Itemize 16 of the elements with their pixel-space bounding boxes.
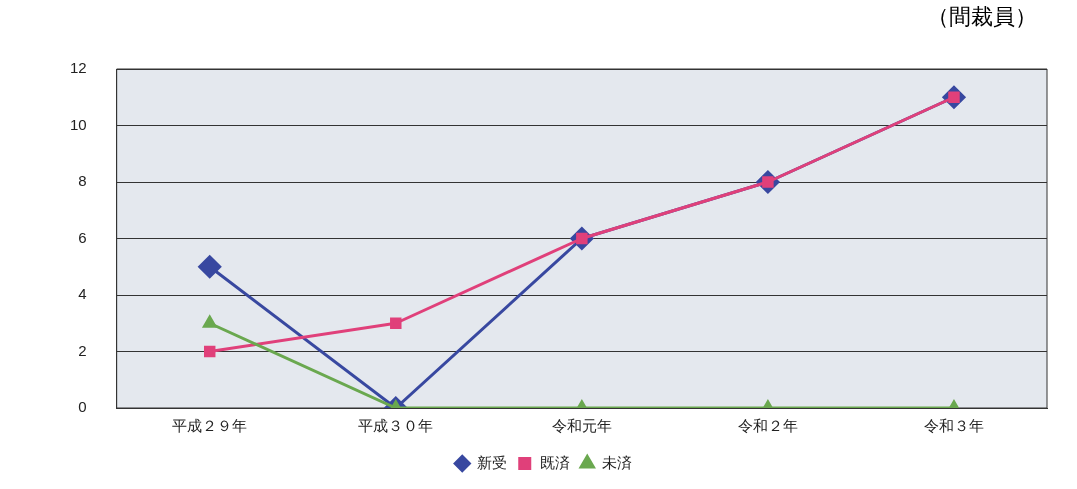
- x-tick-label: 平成３０年: [358, 417, 434, 435]
- legend-label: 既済: [539, 453, 570, 471]
- x-tick-label: 令和元年: [551, 417, 612, 435]
- y-tick-label: 12: [70, 59, 87, 77]
- legend-label: 未済: [602, 453, 633, 471]
- y-tick-label: 6: [78, 228, 87, 246]
- y-tick-label: 8: [78, 172, 87, 190]
- legend-label: 新受: [477, 453, 508, 471]
- y-tick-label: 10: [70, 115, 87, 133]
- chart-subtitle: （間裁員）: [927, 3, 1037, 31]
- x-tick-label: 平成２９年: [172, 417, 248, 435]
- x-tick-label: 令和２年: [737, 417, 798, 435]
- y-tick-label: 0: [78, 398, 87, 416]
- y-tick-label: 4: [78, 285, 87, 303]
- x-tick-label: 令和３年: [923, 417, 984, 435]
- y-tick-label: 2: [78, 341, 87, 359]
